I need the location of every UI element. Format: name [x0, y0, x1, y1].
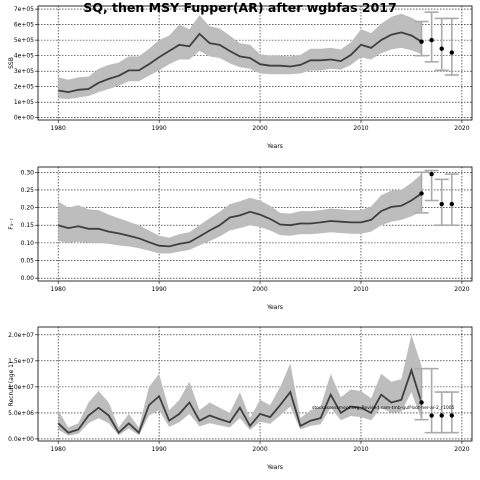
y-tick-label: 1.5e+07: [8, 358, 34, 365]
x-tick-label: 1980: [51, 125, 66, 132]
y-tick-label: 2e+05: [14, 84, 34, 91]
projection-point: [419, 191, 424, 196]
plot-frame: [37, 326, 473, 442]
y-tick-label: 1.0e+07: [8, 384, 34, 391]
plot-frame: [37, 5, 473, 121]
panel-ssb: 0e+00 1e+05 2e+05 3e+05 4e+05 5e+05 6e+05 7e+05…: [8, 5, 473, 150]
x-tick-label: 2010: [353, 125, 368, 132]
projection-point: [439, 46, 444, 51]
y-tick-label: 0.0e+00: [8, 436, 34, 443]
x-tick-label: 1990: [151, 125, 166, 132]
projection-point: [429, 413, 434, 418]
projection-point: [429, 37, 434, 43]
y-tick-label: 2.0e+07: [8, 332, 34, 339]
panel-fbar: 0.00 0.05 0.10 0.15 0.20 0.25 0.30 1980 1990 2000…: [8, 166, 473, 311]
y-tick-label: 0.30: [21, 169, 35, 176]
y-tick-label: 7e+05: [14, 6, 34, 13]
projection-point: [419, 39, 424, 44]
projection-point: [449, 50, 455, 55]
confidence-band: [58, 174, 422, 254]
annotation-text: stockassessment.org_Revised sam-tmb-gulf…: [312, 405, 455, 411]
x-tick-label: 1980: [51, 286, 66, 293]
y-tick-label: 4e+05: [14, 53, 34, 60]
y-tick-label: 0.25: [21, 187, 35, 194]
x-tick-label: 2020: [454, 125, 469, 132]
y-tick-label: 6e+05: [14, 22, 34, 29]
y-tick-label: 0.00: [21, 275, 35, 282]
y-tick-label: 3e+05: [14, 68, 34, 75]
y-tick-label: 0e+00: [14, 115, 34, 122]
x-axis-label: Years: [266, 464, 283, 471]
plot-frame: [37, 166, 473, 282]
projection-point: [439, 201, 444, 207]
y-tick-label: 0.15: [21, 222, 35, 229]
x-axis-label: Years: [266, 304, 283, 311]
projection-point: [439, 413, 444, 418]
y-tick-label: 5.0e+06: [8, 410, 34, 417]
x-tick-label: 1990: [151, 286, 166, 293]
projection-point: [429, 171, 434, 177]
panel-recruit: 0.0e+00 5.0e+06 1.0e+07 1.5e+07 2.0e+07 1980 1…: [8, 326, 473, 471]
median-line: [57, 192, 423, 248]
x-tick-label: 2000: [252, 125, 267, 132]
x-tick-label: 2000: [252, 286, 267, 293]
x-tick-label: 2020: [454, 446, 469, 453]
x-axis-label: Years: [266, 143, 283, 150]
y-tick-label: 0.20: [21, 205, 35, 212]
confidence-band: [58, 334, 422, 436]
y-axis-label: F₃₋₇: [8, 218, 15, 230]
median-line: [58, 31, 422, 94]
y-tick-label: 0.10: [21, 240, 35, 247]
median-line: [57, 367, 423, 435]
projection-point: [449, 413, 455, 418]
y-tick-label: 0.05: [21, 258, 35, 265]
x-tick-label: 2020: [454, 286, 469, 293]
x-tick-label: 2000: [252, 446, 267, 453]
x-tick-label: 2010: [353, 286, 368, 293]
projection-point: [449, 201, 455, 207]
y-tick-label: 5e+05: [14, 37, 34, 44]
y-axis-label: Recruit (age 1): [8, 362, 15, 407]
y-tick-label: 1e+05: [14, 99, 34, 106]
projection-point: [419, 400, 424, 405]
main-title: SQ, then MSY Fupper(AR) after wgbfas 201…: [83, 0, 397, 15]
x-tick-label: 1990: [151, 446, 166, 453]
x-tick-label: 2010: [353, 446, 368, 453]
y-axis-label: SSB: [8, 57, 15, 69]
x-tick-label: 1980: [51, 446, 66, 453]
